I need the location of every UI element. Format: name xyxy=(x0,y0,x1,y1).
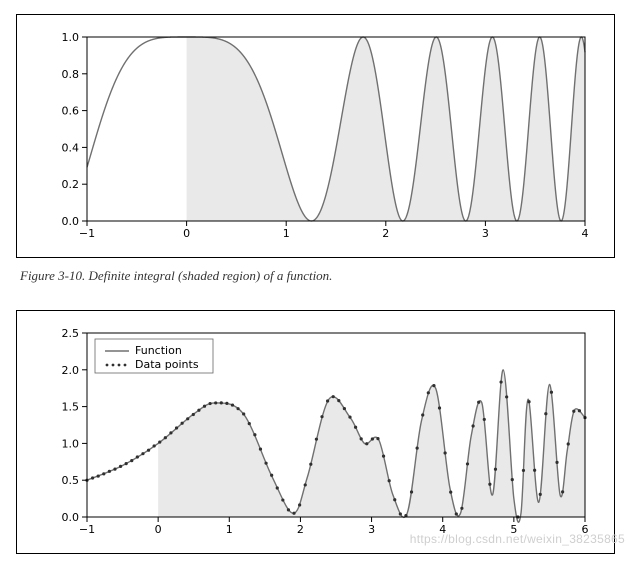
svg-text:0.5: 0.5 xyxy=(62,474,80,487)
svg-text:1: 1 xyxy=(226,523,233,536)
svg-text:0.0: 0.0 xyxy=(62,511,80,524)
figure-a-chart: −1 0 1 2 3 4 0.0 0.2 0.4 0.6 0.8 1.0 xyxy=(35,29,595,249)
svg-text:2.0: 2.0 xyxy=(62,364,80,377)
svg-text:−1: −1 xyxy=(79,523,95,536)
figure-b-chart: −1 0 1 2 3 4 5 6 0.0 0.5 1.0 1.5 2.0 2.5 FunctionData … xyxy=(35,325,595,545)
svg-text:0.8: 0.8 xyxy=(62,68,80,81)
svg-text:0.4: 0.4 xyxy=(62,141,80,154)
svg-text:6: 6 xyxy=(582,523,589,536)
figure-b-shade xyxy=(158,370,585,517)
svg-text:3: 3 xyxy=(482,227,489,240)
svg-text:2: 2 xyxy=(382,227,389,240)
svg-text:0: 0 xyxy=(183,227,190,240)
svg-text:0.2: 0.2 xyxy=(62,178,80,191)
svg-text:5: 5 xyxy=(510,523,517,536)
svg-text:4: 4 xyxy=(582,227,589,240)
svg-text:0.0: 0.0 xyxy=(62,215,80,228)
svg-text:1.0: 1.0 xyxy=(62,31,80,44)
svg-text:1.5: 1.5 xyxy=(62,401,80,414)
svg-text:−1: −1 xyxy=(79,227,95,240)
svg-text:3: 3 xyxy=(368,523,375,536)
svg-text:1: 1 xyxy=(283,227,290,240)
figure-a-caption: Figure 3-10. Definite integral (shaded r… xyxy=(20,268,611,284)
svg-text:2.5: 2.5 xyxy=(62,327,80,340)
svg-text:1.0: 1.0 xyxy=(62,437,80,450)
svg-text:Data points: Data points xyxy=(135,358,199,371)
figure-a-shade xyxy=(187,37,585,221)
figure-a-frame: −1 0 1 2 3 4 0.0 0.2 0.4 0.6 0.8 1.0 xyxy=(16,14,615,258)
svg-text:4: 4 xyxy=(439,523,446,536)
svg-text:Function: Function xyxy=(135,344,182,357)
figure-b-frame: −1 0 1 2 3 4 5 6 0.0 0.5 1.0 1.5 2.0 2.5 FunctionData … xyxy=(16,310,615,554)
svg-text:0.6: 0.6 xyxy=(62,105,80,118)
figure-b-legend: FunctionData points xyxy=(95,339,213,373)
svg-text:2: 2 xyxy=(297,523,304,536)
svg-text:0: 0 xyxy=(155,523,162,536)
